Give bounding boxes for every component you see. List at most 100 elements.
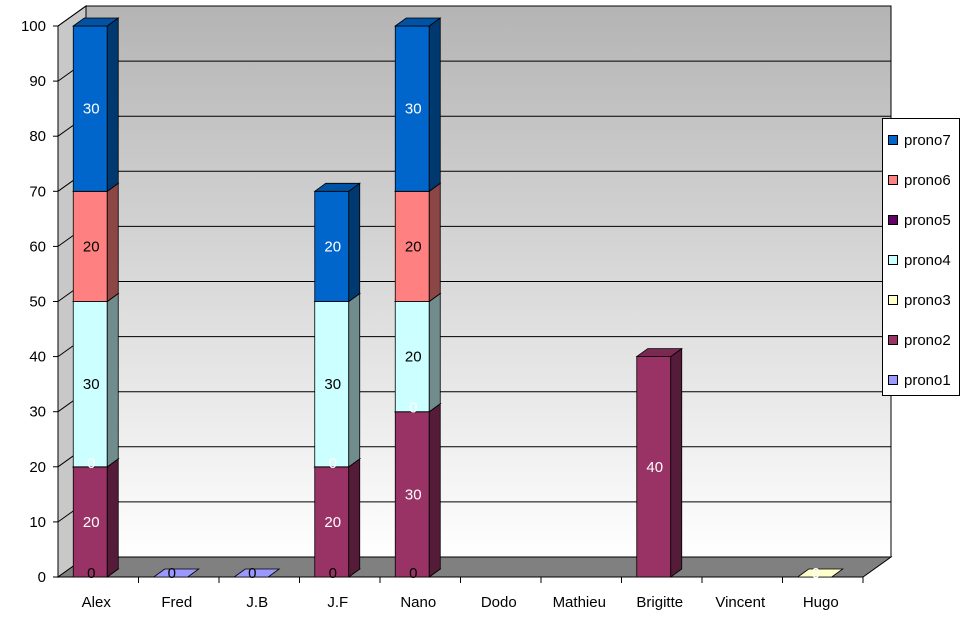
data-label: 30 — [83, 101, 100, 118]
legend-label: prono7 — [904, 131, 951, 149]
x-category-label: Fred — [161, 594, 192, 611]
bar-side — [106, 17, 119, 193]
y-tick-label: 70 — [29, 183, 46, 200]
x-category-label: Vincent — [715, 594, 766, 611]
x-category-label: Brigitte — [636, 594, 683, 611]
x-category-label: Hugo — [803, 594, 839, 611]
bar-segment-prono7 — [72, 17, 120, 193]
bar-top — [72, 17, 120, 27]
bar-front — [72, 466, 108, 578]
legend-swatch — [888, 255, 898, 265]
bar-segment-prono7 — [313, 182, 361, 303]
legend-swatch — [888, 175, 898, 185]
bar-top — [233, 568, 281, 578]
legend-swatch — [888, 295, 898, 305]
bar-side — [106, 182, 119, 303]
data-label: 20 — [405, 238, 422, 255]
bar-side — [428, 17, 441, 193]
y-tick-label: 90 — [29, 73, 46, 90]
legend-item-prono6: prono6 — [888, 170, 951, 190]
bar-side — [670, 347, 683, 578]
bar-front — [72, 25, 108, 192]
y-tick-label: 0 — [38, 569, 46, 586]
bar-side — [106, 458, 119, 578]
x-category-label: Mathieu — [553, 594, 606, 611]
data-label: 30 — [324, 376, 341, 393]
legend-swatch — [888, 335, 898, 345]
y-tick-label: 30 — [29, 404, 46, 421]
legend-swatch — [888, 215, 898, 225]
bar-side — [428, 182, 441, 303]
x-category-label: Nano — [400, 594, 436, 611]
legend-label: prono2 — [904, 331, 951, 349]
data-label: 0 — [329, 565, 337, 582]
y-tick-label: 40 — [29, 349, 46, 366]
legend-item-prono3: prono3 — [888, 290, 951, 310]
legend-label: prono3 — [904, 291, 951, 309]
y-tick-label: 80 — [29, 128, 46, 145]
y-tick-label: 20 — [29, 459, 46, 476]
x-category-label: J.F — [327, 594, 348, 611]
x-category-label: Dodo — [481, 594, 517, 611]
bar-segment-prono1 — [233, 568, 281, 578]
bar-segment-prono2 — [635, 347, 683, 578]
data-label: 0 — [87, 455, 95, 472]
legend-label: prono1 — [904, 371, 951, 389]
bar-side — [348, 292, 361, 468]
bar-top — [394, 17, 442, 27]
legend-label: prono4 — [904, 251, 951, 269]
bar-top — [152, 568, 200, 578]
y-tick-label: 100 — [21, 18, 46, 35]
data-label: 0 — [248, 565, 256, 582]
bar-side — [428, 292, 441, 413]
bar-side — [428, 402, 441, 578]
bar-segment-prono4 — [313, 292, 361, 468]
data-label: 30 — [405, 101, 422, 118]
bar-segment-prono6 — [394, 182, 442, 303]
bar-front — [72, 301, 108, 468]
data-label: 0 — [87, 565, 95, 582]
data-label: 0 — [409, 400, 417, 417]
data-label: 30 — [405, 486, 422, 503]
bar-front — [394, 190, 430, 302]
y-tick-label: 60 — [29, 238, 46, 255]
bar-segment-prono4 — [72, 292, 120, 468]
bar-side — [348, 182, 361, 303]
legend-item-prono7: prono7 — [888, 130, 951, 150]
data-label: 20 — [83, 238, 100, 255]
data-label: 20 — [324, 238, 341, 255]
legend-item-prono2: prono2 — [888, 330, 951, 350]
data-label: 20 — [405, 349, 422, 366]
bar-side — [106, 292, 119, 468]
bar-top — [635, 348, 683, 358]
bar-top — [796, 568, 844, 578]
legend-item-prono5: prono5 — [888, 210, 951, 230]
data-label: 20 — [83, 514, 100, 531]
x-category-label: Alex — [82, 594, 112, 611]
legend-swatch — [888, 375, 898, 385]
legend-label: prono6 — [904, 171, 951, 189]
legend: prono7 prono6 prono5 prono4 prono3 prono2 pron… — [882, 118, 960, 396]
legend-item-prono1: prono1 — [888, 370, 951, 390]
bar-segment-prono7 — [394, 17, 442, 193]
gridline — [57, 5, 891, 27]
x-category-label: J.B — [246, 594, 268, 611]
bar-top — [313, 182, 361, 192]
bar-front — [314, 190, 350, 302]
legend-swatch — [888, 135, 898, 145]
data-label: 0 — [329, 455, 337, 472]
data-label: 30 — [83, 376, 100, 393]
bar-segment-prono1 — [152, 568, 200, 578]
data-label: 20 — [324, 514, 341, 531]
bar-segment-prono3 — [796, 568, 844, 578]
data-label: 0 — [409, 565, 417, 582]
data-label: 40 — [646, 459, 663, 476]
data-label: 0 — [168, 565, 176, 582]
data-label: 0 — [812, 565, 820, 582]
legend-label: prono5 — [904, 211, 951, 229]
bar-side — [348, 458, 361, 578]
y-tick-label: 50 — [29, 294, 46, 311]
legend-item-prono4: prono4 — [888, 250, 951, 270]
bar-front — [314, 466, 350, 578]
